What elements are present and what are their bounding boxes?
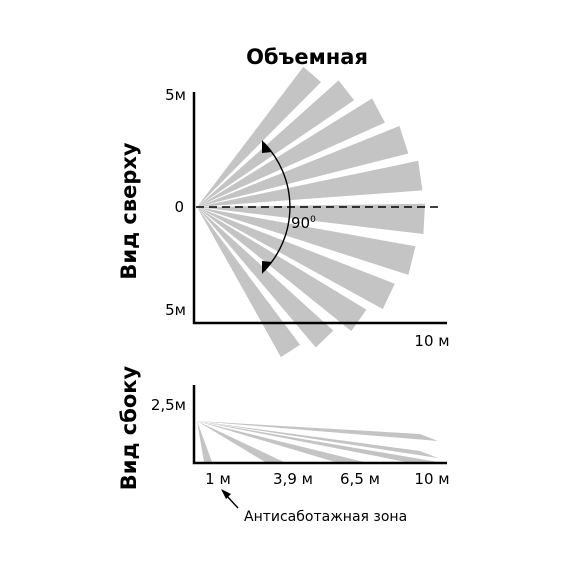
top-view-beams bbox=[197, 66, 425, 358]
angle-arc bbox=[263, 142, 291, 272]
top-view-axes bbox=[192, 92, 447, 325]
side-beam-2 bbox=[197, 421, 284, 462]
top-beam-10 bbox=[197, 207, 334, 348]
angle-degree-mark: 0 bbox=[310, 215, 316, 225]
top-beam-8 bbox=[197, 207, 395, 310]
top-beam-1 bbox=[197, 66, 321, 207]
side-x-tick-4: 10 м bbox=[414, 470, 449, 488]
center-y-label: 0 bbox=[174, 198, 184, 216]
side-beam-4 bbox=[197, 421, 438, 462]
top-beam-2 bbox=[197, 80, 355, 207]
top-beam-7 bbox=[197, 207, 416, 275]
angle-label: 900 bbox=[291, 214, 316, 232]
side-view-panel: 2,5м 1 м 3,9 м 6,5 м 10 м Антисаботажная… bbox=[117, 365, 450, 525]
side-beam-5 bbox=[197, 421, 438, 458]
side-y-label: 2,5м bbox=[151, 396, 186, 414]
top-view-label: Вид сверху bbox=[117, 142, 141, 280]
side-view-axes bbox=[192, 385, 447, 465]
top-view-panel: 5м 0 5м 10 м 900 Вид сверху bbox=[117, 66, 450, 358]
annotation-arrowhead-icon bbox=[221, 489, 231, 499]
side-view-beams bbox=[197, 421, 438, 462]
bottom-y-label: 5м bbox=[165, 301, 186, 319]
diagram-title: Объемная bbox=[246, 45, 368, 69]
top-beam-11 bbox=[197, 207, 300, 358]
arc-arrowhead-top-icon bbox=[262, 140, 272, 153]
top-beam-6 bbox=[197, 203, 425, 234]
side-beam-1 bbox=[197, 421, 212, 462]
side-view-label: Вид сбоку bbox=[117, 365, 141, 490]
side-x-tick-1: 1 м bbox=[205, 470, 231, 488]
side-beam-6 bbox=[197, 421, 438, 441]
side-x-tick-2: 3,9 м bbox=[273, 470, 313, 488]
arc-arrowhead-bottom-icon bbox=[262, 261, 272, 274]
top-x-label: 10 м bbox=[414, 332, 449, 350]
top-y-label: 5м bbox=[165, 86, 186, 104]
top-beam-3 bbox=[197, 98, 385, 207]
top-beam-5 bbox=[197, 160, 423, 207]
side-x-tick-3: 6,5 м bbox=[340, 470, 380, 488]
top-beam-4 bbox=[197, 126, 409, 207]
antisabotage-annotation: Антисаботажная зона bbox=[244, 509, 407, 525]
angle-value: 90 bbox=[291, 214, 310, 232]
side-beam-3 bbox=[197, 421, 364, 462]
top-beam-9 bbox=[197, 207, 367, 332]
